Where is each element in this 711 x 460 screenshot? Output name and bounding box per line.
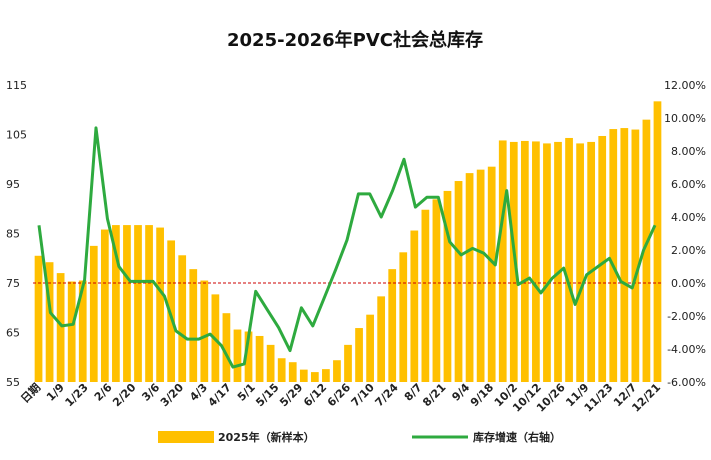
bar-0 xyxy=(34,255,43,382)
bar-17 xyxy=(222,313,231,382)
chart-title: 2025-2026年PVC社会总库存 xyxy=(227,29,483,51)
bar-43 xyxy=(509,141,518,382)
x-tick-14: 7/10 xyxy=(349,381,378,410)
left-tick-2: 75 xyxy=(6,277,20,290)
right-tick-3: 0.00% xyxy=(671,277,706,290)
bar-41 xyxy=(487,166,496,382)
bar-52 xyxy=(609,129,618,382)
bar-46 xyxy=(543,143,551,382)
bar-6 xyxy=(100,229,109,382)
bar-23 xyxy=(288,362,297,382)
x-tick-17: 8/21 xyxy=(420,381,448,409)
left-tick-3: 85 xyxy=(6,228,20,241)
bar-28 xyxy=(344,344,352,382)
right-tick-0: -6.00% xyxy=(667,376,706,389)
bar-33 xyxy=(399,252,408,382)
legend-line-label: 库存增速（右轴） xyxy=(473,430,561,444)
bar-47 xyxy=(554,141,562,382)
x-tick-12: 6/12 xyxy=(301,381,329,409)
left-tick-4: 95 xyxy=(6,178,20,191)
bar-15 xyxy=(200,280,209,382)
bar-53 xyxy=(620,128,629,382)
x-axis-ticks: 日期 1/91/23 2/62/20 3/63/20 4/34/17 5/15/155/2… xyxy=(18,380,663,414)
bar-37 xyxy=(443,190,452,382)
left-tick-0: 55 xyxy=(6,376,20,389)
x-tick-11: 5/29 xyxy=(277,381,305,409)
legend: 2025年（新样本） 库存增速（右轴） xyxy=(158,430,561,444)
right-tick-9: 12.00% xyxy=(664,79,706,92)
bar-35 xyxy=(421,209,430,382)
right-tick-2: -2.00% xyxy=(667,310,706,323)
right-tick-5: 4.00% xyxy=(671,211,706,224)
x-tick-13: 6/26 xyxy=(325,381,354,410)
bar-9 xyxy=(134,225,142,382)
bar-8 xyxy=(123,225,131,382)
bar-34 xyxy=(410,230,419,382)
bar-55 xyxy=(642,119,651,383)
bar-36 xyxy=(432,199,441,382)
bar-30 xyxy=(366,314,374,382)
bar-56 xyxy=(653,101,662,383)
x-tick-10: 5/15 xyxy=(253,381,281,409)
bar-11 xyxy=(156,227,164,382)
bar-3 xyxy=(67,281,76,382)
bar-40 xyxy=(476,169,485,382)
right-tick-4: 2.00% xyxy=(671,244,706,257)
bar-4 xyxy=(78,280,87,382)
bar-14 xyxy=(189,269,198,382)
legend-bar-swatch xyxy=(158,431,214,443)
legend-bar-label: 2025年（新样本） xyxy=(218,430,315,444)
x-tick-19: 9/18 xyxy=(468,381,496,409)
bar-38 xyxy=(454,181,463,382)
x-tick-2: 1/23 xyxy=(63,381,91,409)
x-tick-0: 日期 xyxy=(18,380,43,405)
bar-29 xyxy=(355,328,363,382)
bar-42 xyxy=(498,140,507,382)
left-tick-1: 65 xyxy=(6,327,20,340)
bar-25 xyxy=(310,372,319,382)
right-axis-ticks: -6.00% -4.00% -2.00% 0.00% 2.00% 4.00% 6.00% 8.… xyxy=(664,79,706,389)
left-tick-6: 115 xyxy=(6,79,27,92)
bar-20 xyxy=(255,335,264,382)
right-tick-1: -4.00% xyxy=(667,343,706,356)
line-series xyxy=(37,126,657,369)
bar-51 xyxy=(598,135,607,382)
bar-48 xyxy=(565,137,573,382)
bar-31 xyxy=(377,296,386,382)
right-tick-8: 10.00% xyxy=(664,112,706,125)
bar-7 xyxy=(112,225,120,382)
right-tick-7: 8.00% xyxy=(671,145,706,158)
bar-24 xyxy=(299,369,308,382)
bar-1 xyxy=(45,262,54,382)
bar-54 xyxy=(631,129,640,382)
bar-27 xyxy=(333,360,341,382)
bar-5 xyxy=(89,245,98,382)
bar-10 xyxy=(145,225,153,382)
bar-12 xyxy=(167,240,176,382)
bar-21 xyxy=(266,344,275,382)
x-tick-6: 3/20 xyxy=(158,381,187,410)
bar-45 xyxy=(532,141,540,382)
bar-19 xyxy=(244,331,253,382)
bar-series xyxy=(34,101,662,383)
growth-line xyxy=(37,126,657,369)
bar-44 xyxy=(520,140,529,382)
bar-2 xyxy=(56,273,65,382)
bar-39 xyxy=(465,173,474,382)
bar-18 xyxy=(233,329,242,382)
bar-50 xyxy=(587,141,596,382)
right-tick-6: 6.00% xyxy=(671,178,706,191)
x-tick-8: 4/17 xyxy=(206,381,234,409)
x-tick-4: 2/20 xyxy=(110,381,139,410)
x-tick-15: 7/24 xyxy=(373,381,402,410)
left-axis-ticks: 55 65 75 85 95 105 115 xyxy=(6,79,27,389)
bar-26 xyxy=(322,369,330,382)
bar-13 xyxy=(178,255,187,382)
bar-22 xyxy=(277,358,286,382)
bar-32 xyxy=(388,269,397,382)
bar-49 xyxy=(576,143,584,382)
left-tick-5: 105 xyxy=(6,129,27,142)
